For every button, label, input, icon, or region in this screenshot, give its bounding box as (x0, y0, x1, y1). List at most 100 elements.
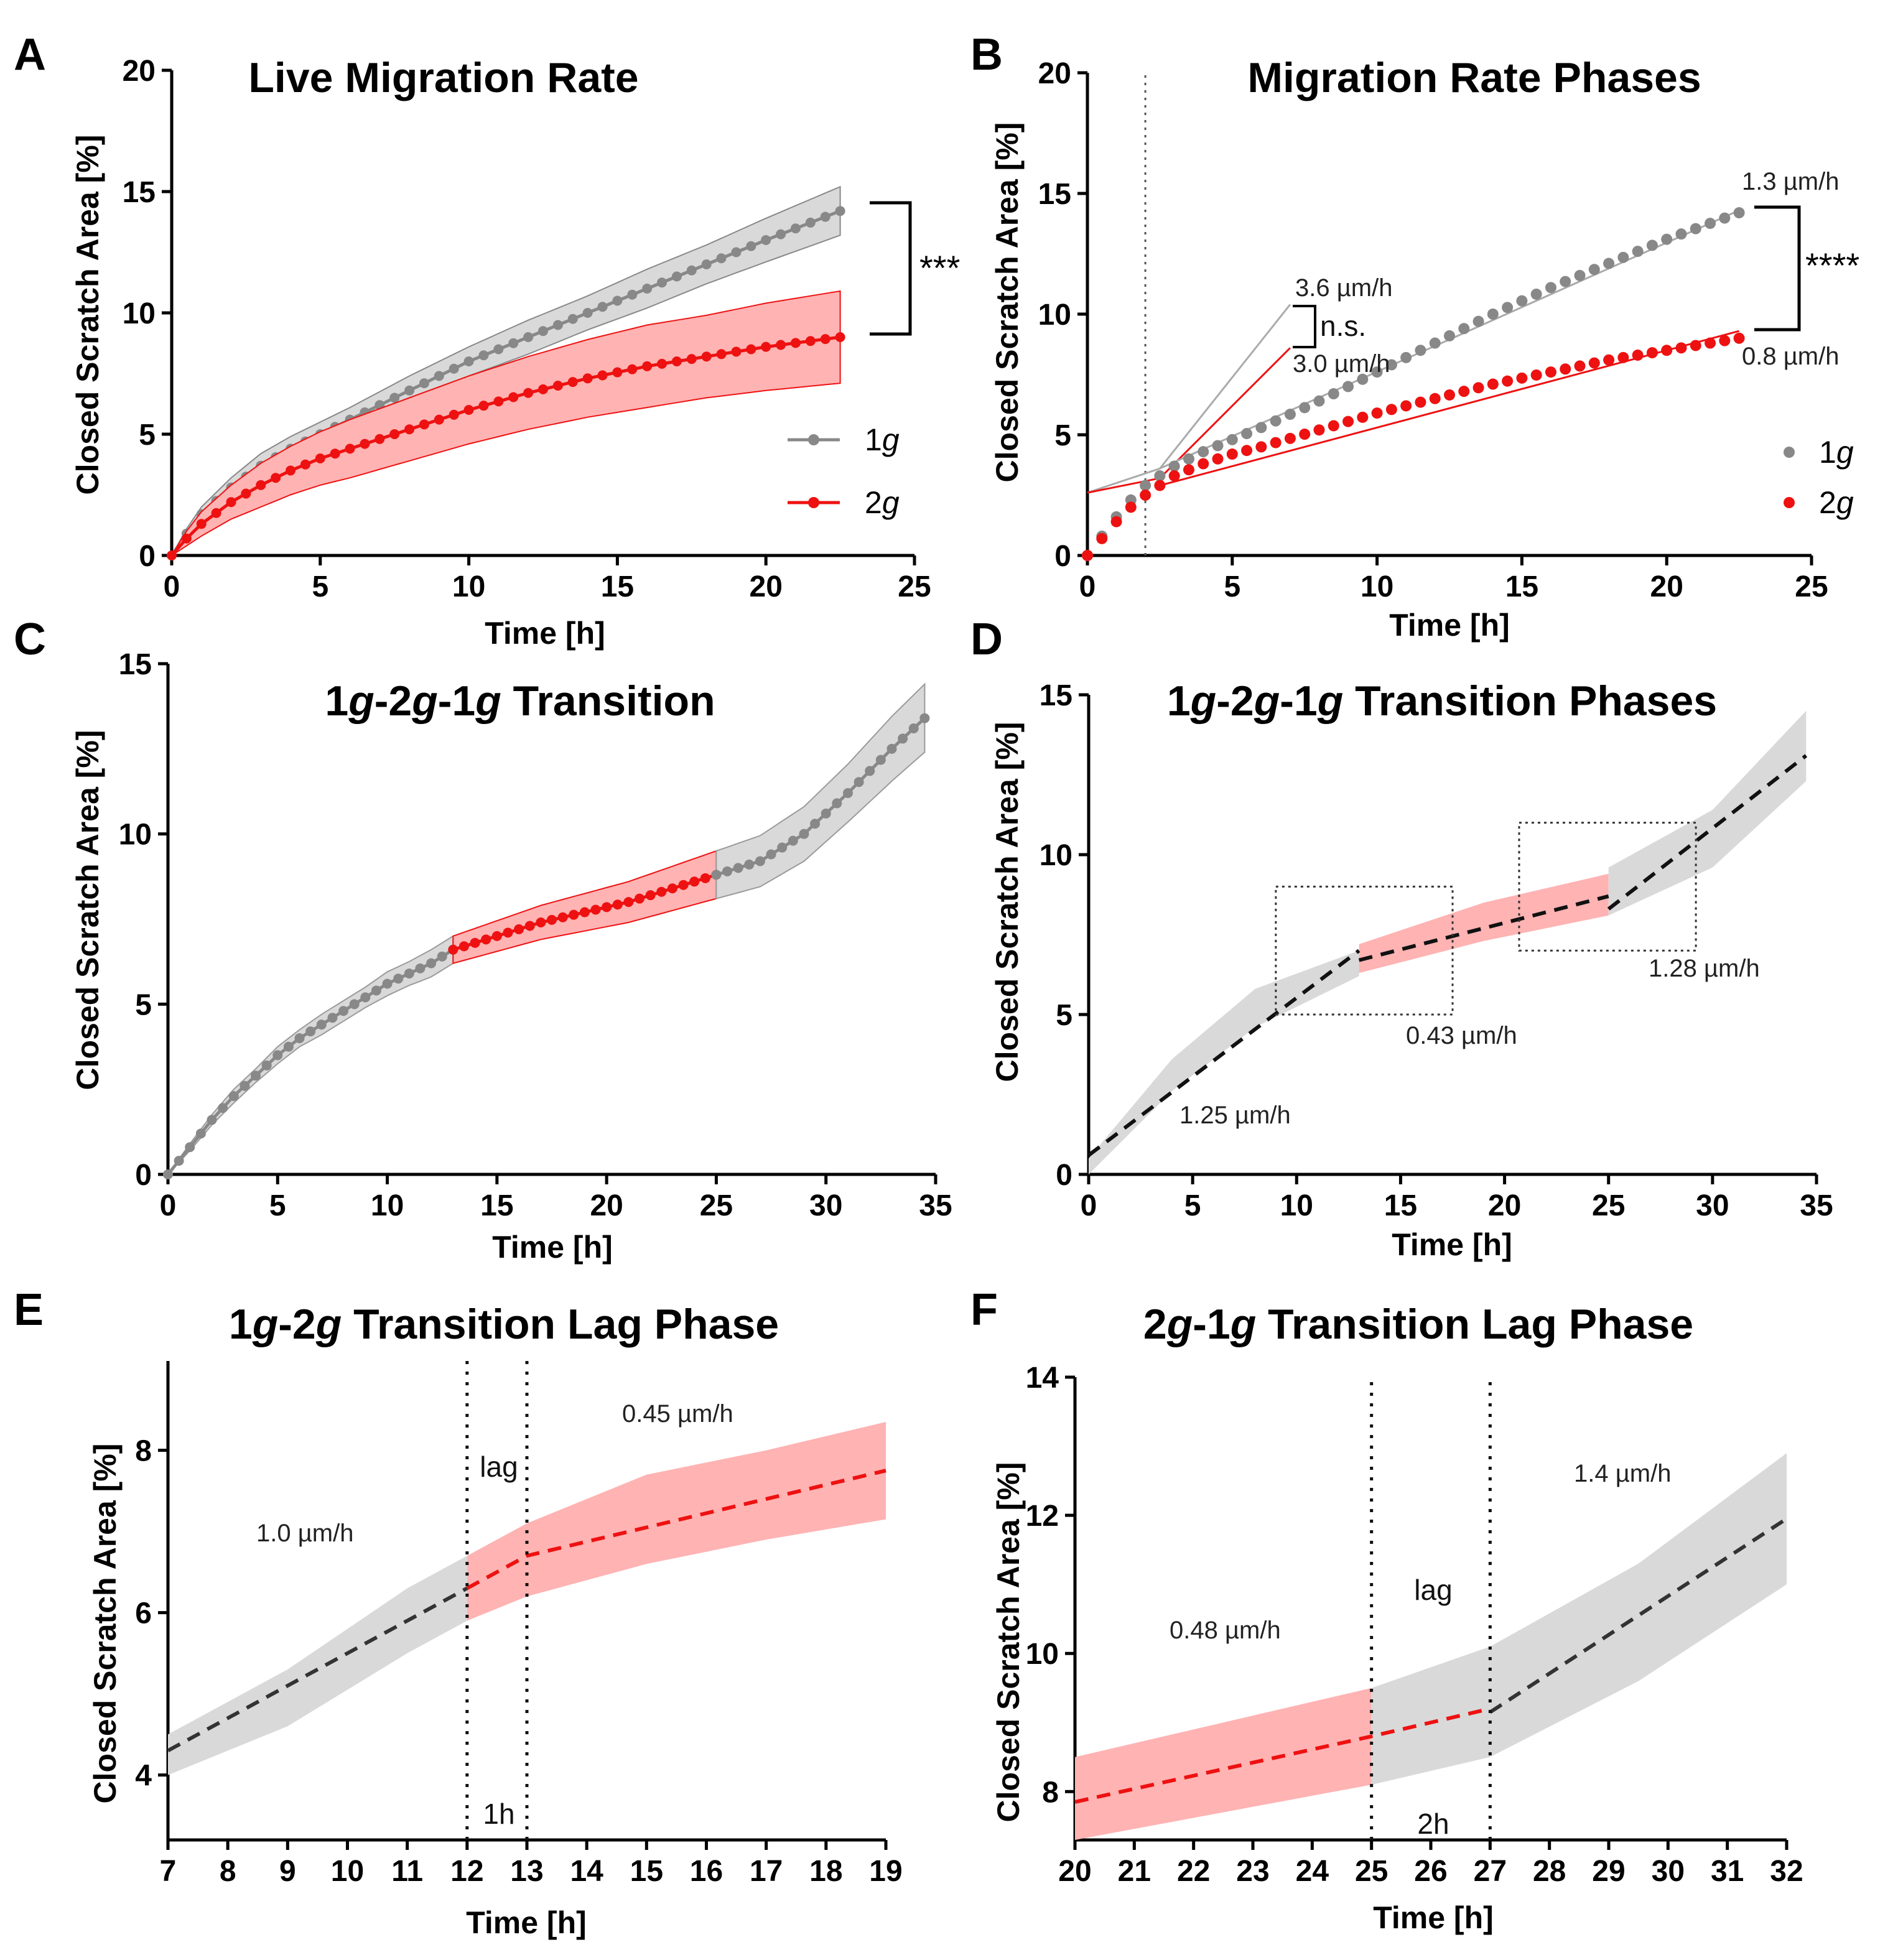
chart-title: 1g-2g-1g Transition (325, 677, 715, 725)
data-point-2g (1444, 389, 1455, 401)
data-point-1g (1270, 415, 1282, 427)
data-point-1g (449, 363, 459, 374)
sd-band (1089, 950, 1359, 1174)
x-tick-label: 28 (1533, 1855, 1566, 1888)
data-point-1g (382, 978, 393, 989)
data-point-2g (1545, 366, 1556, 378)
x-tick-label: 25 (1592, 1189, 1625, 1222)
data-point-2g (1241, 445, 1253, 457)
data-point-1g (919, 713, 930, 723)
data-point-2g (746, 344, 756, 355)
data-point-2g (635, 893, 645, 904)
y-tick-label: 10 (123, 297, 156, 330)
x-tick-label: 21 (1118, 1855, 1151, 1888)
data-point-1g (567, 314, 578, 324)
data-point-2g (1183, 464, 1194, 476)
rate-label-after: 1.4 µm/h (1574, 1460, 1671, 1487)
y-axis-label: Closed Scratch Area [%] (990, 722, 1025, 1082)
data-point-2g (716, 349, 727, 360)
sd-band (1359, 873, 1609, 973)
data-point-1g (1458, 323, 1470, 335)
data-point-2g (805, 336, 816, 346)
data-point-1g (327, 1013, 338, 1023)
data-point-2g (1705, 337, 1716, 349)
fit-line (1489, 1517, 1788, 1714)
data-point-1g (854, 777, 864, 787)
data-point-1g (1415, 345, 1426, 356)
data-point-2g (448, 944, 458, 955)
legend-label-1g: 1g (1819, 435, 1854, 470)
data-point-1g (1212, 440, 1224, 452)
data-point-2g (300, 459, 310, 470)
x-tick-label: 30 (809, 1189, 842, 1222)
data-point-2g (678, 880, 689, 890)
data-point-1g (1400, 351, 1412, 363)
data-point-2g (374, 434, 385, 444)
lag-duration-label: 1h (483, 1798, 514, 1830)
data-point-1g (686, 265, 697, 276)
data-point-2g (656, 886, 667, 897)
zoom-box (1275, 885, 1454, 1016)
data-point-1g (1444, 330, 1455, 341)
x-tick-label: 32 (1770, 1855, 1803, 1888)
data-point-1g (1733, 207, 1745, 219)
data-point-1g (389, 392, 400, 403)
y-tick-label: 5 (1056, 999, 1072, 1032)
x-tick-label: 26 (1414, 1855, 1447, 1888)
data-point-1g (865, 766, 875, 776)
sd-band-1g (715, 682, 926, 900)
data-point-1g (1603, 258, 1615, 269)
x-tick-label: 12 (450, 1855, 483, 1888)
sd-band-2g (452, 850, 717, 965)
data-point-1g (1516, 295, 1528, 307)
data-point-2g (1472, 382, 1484, 394)
data-point-1g (612, 295, 623, 306)
y-axis-label: Closed Scratch Area [%] (70, 730, 105, 1090)
data-point-2g (1313, 424, 1325, 436)
x-tick-label: 5 (1224, 570, 1240, 603)
data-point-1g (1371, 366, 1383, 378)
rate-label-late-2g: 0.8 µm/h (1742, 343, 1839, 370)
data-point-1g (744, 859, 755, 870)
plot-area: 0 5 10 15 20 25 30 35 0 5 10 15 (1040, 679, 1833, 1222)
data-point-1g (508, 338, 519, 348)
panel-letter-c: C (14, 615, 46, 664)
data-point-1g (820, 211, 830, 222)
x-tick-label: 10 (1280, 1189, 1313, 1222)
data-point-1g (582, 308, 593, 318)
data-point-2g (557, 912, 568, 922)
data-point-1g (886, 743, 897, 754)
data-point-2g (463, 405, 474, 415)
data-point-1g (746, 241, 756, 251)
x-tick-label: 18 (809, 1855, 842, 1888)
data-point-1g (671, 271, 682, 282)
data-point-2g (612, 899, 623, 910)
x-tick-label: 24 (1296, 1855, 1329, 1888)
data-point-1g (701, 259, 712, 269)
data-point-1g (404, 968, 414, 979)
panel-b: B Migration Rate Phases Closed Scratch A… (970, 30, 1859, 643)
data-point-2g (645, 890, 656, 901)
y-axis-label: Closed Scratch Area [%] (991, 1462, 1026, 1823)
data-point-2g (1733, 332, 1745, 344)
data-point-1g (1328, 388, 1339, 400)
x-tick-label: 11 (391, 1855, 423, 1888)
data-point-1g (538, 326, 548, 337)
data-point-1g (790, 223, 801, 234)
y-tick-label: 15 (119, 648, 152, 681)
data-point-1g (761, 235, 771, 245)
data-point-2g (1661, 345, 1673, 356)
data-point-1g (908, 723, 919, 733)
data-point-1g (415, 963, 426, 973)
plot-area: 0 5 10 15 20 25 0 5 10 15 20 (123, 55, 931, 603)
data-point-2g (590, 904, 601, 915)
data-point-2g (1096, 532, 1108, 544)
data-point-2g (286, 465, 296, 476)
data-point-1g (1487, 309, 1499, 320)
plot-area: 0 5 10 15 20 25 0 5 10 15 20 (1038, 57, 1828, 603)
data-point-2g (582, 373, 593, 384)
fit-line (1087, 949, 1361, 1157)
legend-marker-1g (808, 434, 819, 445)
x-tick-label: 30 (1652, 1855, 1685, 1888)
data-point-1g (552, 320, 563, 330)
